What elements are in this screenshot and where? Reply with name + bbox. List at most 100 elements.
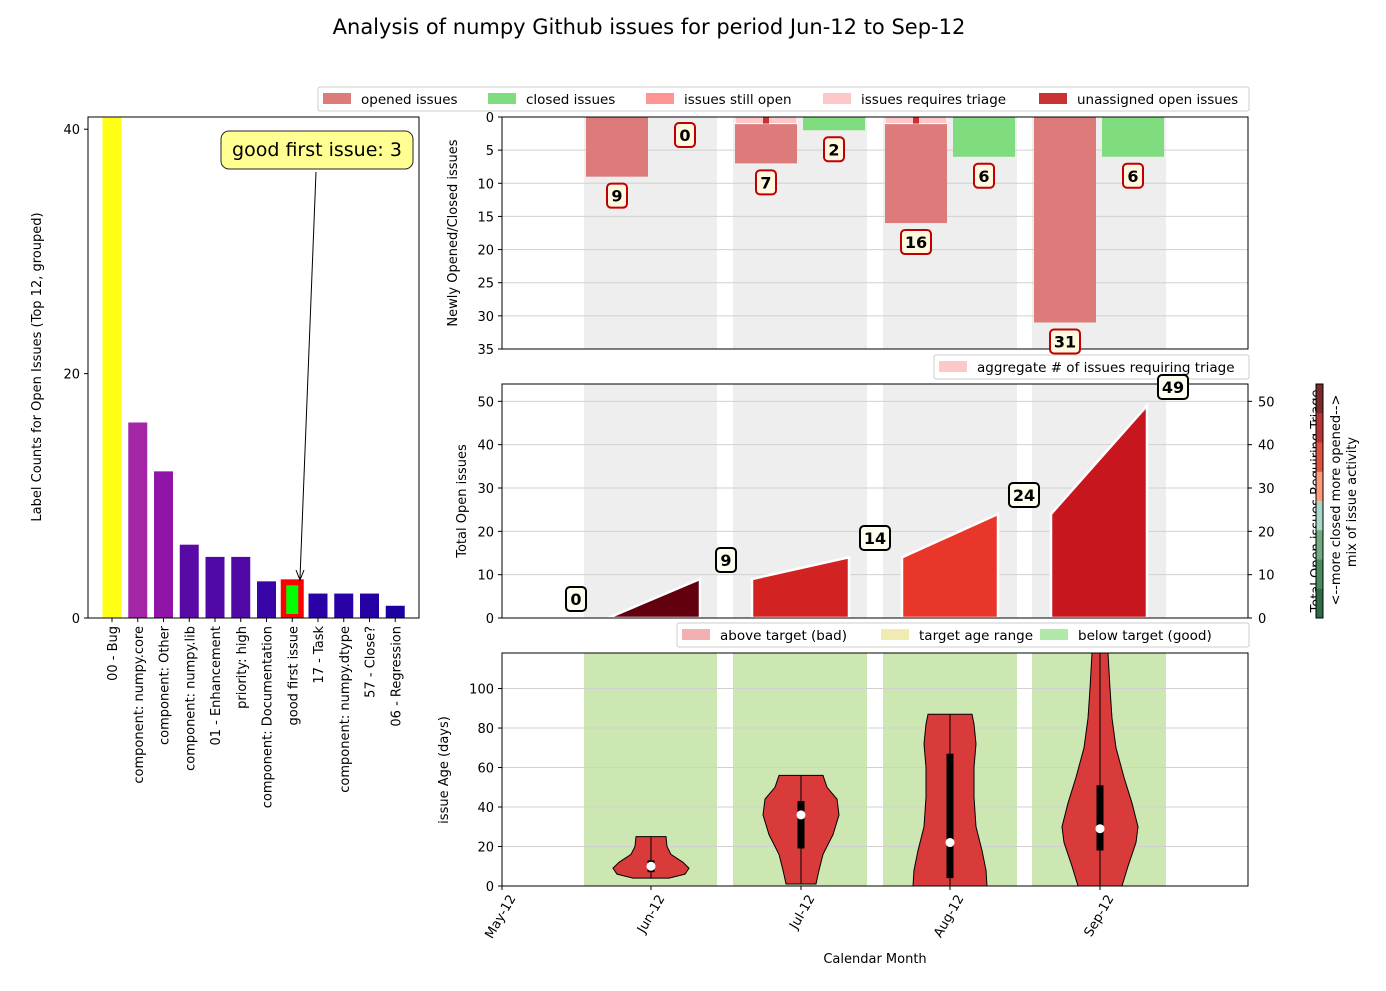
colorbar-segment	[1316, 588, 1323, 619]
legend-entry: closed issues	[526, 92, 615, 108]
opened-value-box	[1049, 328, 1081, 355]
closed-value-box	[674, 122, 696, 148]
total-open-value: 14	[864, 529, 886, 548]
colorbar-segment	[1316, 559, 1323, 590]
violin-median	[1095, 824, 1105, 834]
opened-value-box	[606, 182, 628, 209]
opened-value: 16	[905, 233, 927, 252]
label-bar-4	[205, 556, 225, 618]
closed-value: 2	[828, 140, 839, 159]
ytick-label: 10	[477, 569, 494, 584]
label-bar-11	[385, 605, 405, 618]
label-bar-5	[231, 556, 251, 618]
total-open-value-box	[859, 525, 891, 551]
ytick-label: 20	[477, 525, 494, 540]
label-bar-9	[334, 593, 354, 618]
colorbar-label-2: mix of issue activity	[1345, 437, 1360, 568]
ytick-label: 35	[477, 343, 494, 358]
legend-swatch	[939, 361, 967, 372]
age-target-legend: above target (bad) target age range below …	[676, 622, 1250, 648]
month-label: Sep-12	[1082, 893, 1118, 940]
violin-iqr	[1096, 785, 1104, 851]
ytick-label-right: 40	[1258, 439, 1275, 454]
ytick-label: 20	[477, 244, 494, 259]
closed-bar	[803, 117, 865, 131]
opened-bar	[1034, 117, 1096, 323]
closed-value-box	[823, 136, 845, 163]
legend-frame	[317, 86, 1250, 112]
month-band	[584, 384, 717, 618]
ytick-label: 40	[63, 123, 80, 138]
ytick-label: 15	[477, 210, 494, 225]
total-open-value-box	[565, 586, 587, 612]
ytick-label-right: 20	[1258, 525, 1275, 540]
ytick-label: 20	[477, 841, 494, 856]
annotation-text: good first issue: 3	[232, 139, 402, 161]
ytick-label: 30	[477, 310, 494, 325]
closed-value-box	[1122, 162, 1144, 189]
ytick-label-right: 30	[1258, 482, 1275, 497]
opened-closed-ylabel: Newly Opened/Closed issues	[446, 139, 461, 326]
ytick-label-right: 10	[1258, 569, 1275, 584]
ytick-label: 0	[486, 111, 494, 126]
total-open-value-box	[1008, 482, 1040, 508]
unassigned-bar	[763, 117, 769, 124]
category-label: priority: high	[235, 626, 250, 709]
legend-swatch	[881, 629, 909, 640]
opened-bar	[885, 117, 947, 224]
total-open-ylabel: Total Open issues	[455, 444, 470, 559]
ytick-label: 5	[486, 144, 494, 159]
total-open-value: 49	[1162, 378, 1184, 397]
category-label: 00 - Bug	[106, 626, 121, 681]
month-label: May-12	[483, 893, 520, 942]
ytick-label: 0	[72, 612, 80, 627]
ytick-label: 40	[477, 801, 494, 816]
ytick-label: 30	[477, 482, 494, 497]
total-open-chart: aggregate # of issues requiring triage 0…	[455, 354, 1360, 627]
unassigned-bar	[913, 117, 919, 124]
legend-entry: opened issues	[361, 92, 458, 108]
legend-entry: aggregate # of issues requiring triage	[977, 360, 1235, 376]
ytick-label: 0	[486, 880, 494, 895]
issue-age-chart: above target (bad) target age range below …	[437, 622, 1250, 967]
opened-value: 9	[611, 187, 622, 206]
colorbar-segment	[1316, 471, 1323, 502]
month-label: Jun-12	[634, 893, 668, 937]
label-bar-10	[360, 593, 379, 618]
legend-frame	[676, 622, 1250, 648]
category-label: component: Other	[158, 625, 173, 745]
legend-entry: unassigned open issues	[1077, 92, 1238, 108]
colorbar-segment	[1316, 530, 1323, 560]
category-label: good first issue	[286, 626, 301, 725]
ytick-label: 25	[477, 277, 494, 292]
ytick-label: 0	[486, 612, 494, 627]
legend-swatch	[1039, 93, 1067, 104]
label-bar-7	[286, 585, 299, 614]
label-counts-chart: 0 20 40 00 - Bug component: numpy.core compo…	[30, 116, 420, 808]
violin-iqr	[797, 801, 805, 849]
ytick-label: 20	[63, 368, 80, 383]
legend-entry: issues still open	[684, 92, 792, 108]
opened-value: 31	[1054, 332, 1076, 351]
category-label: 57 - Close?	[364, 626, 379, 698]
ytick-label: 50	[477, 395, 494, 410]
category-label: 01 - Enhancement	[209, 626, 224, 746]
category-label: 17 - Task	[312, 626, 327, 684]
colorbar-segment	[1316, 413, 1323, 443]
opened-closed-legend: opened issues closed issues issues still o…	[317, 86, 1250, 112]
legend-swatch	[646, 93, 674, 104]
colorbar-segment	[1316, 501, 1323, 531]
label-bar-6	[257, 581, 276, 618]
closed-bar	[953, 117, 1015, 157]
ytick-label-right: 50	[1258, 395, 1275, 410]
colorbar-segment	[1316, 384, 1323, 414]
ytick-label: 60	[477, 762, 494, 777]
label-bar-2	[154, 471, 173, 618]
ytick-label: 100	[469, 683, 494, 698]
legend-entry: issues requires triage	[861, 92, 1006, 108]
closed-value: 0	[679, 126, 690, 145]
ytick-label: 40	[477, 439, 494, 454]
activity-colorbar	[1315, 383, 1324, 619]
violin-median	[796, 810, 806, 820]
